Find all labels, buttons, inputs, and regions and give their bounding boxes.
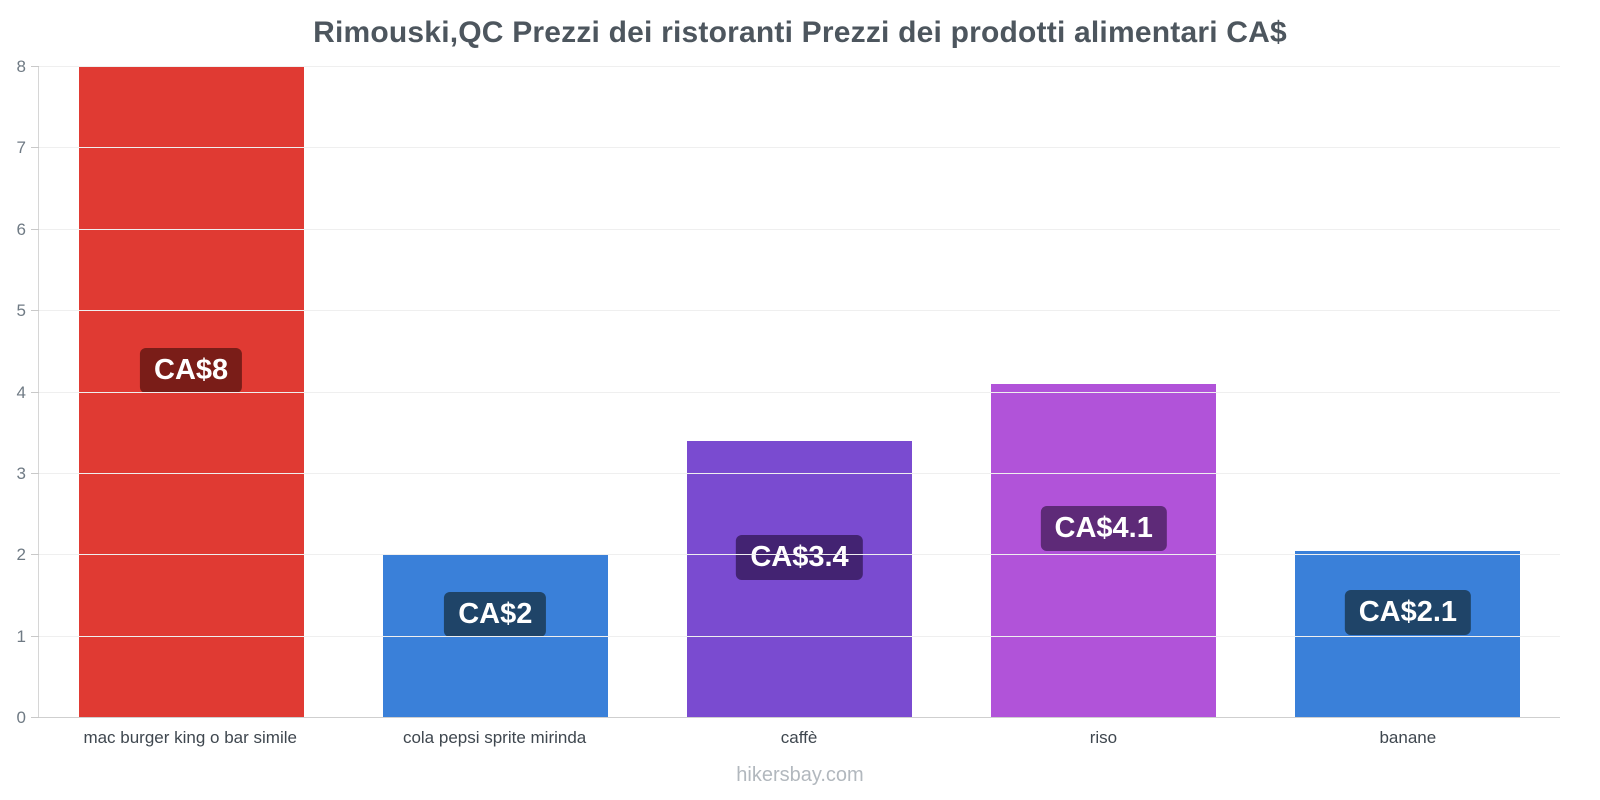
y-tick-label: 6 <box>16 219 26 239</box>
x-category-label: riso <box>1089 728 1118 747</box>
gridline <box>39 310 1560 312</box>
bars-row: CA$8 CA$2 CA$3.4 CA$4.1 CA$2.1 <box>39 67 1560 718</box>
y-tick-mark <box>31 391 39 393</box>
gridline <box>39 472 1560 474</box>
x-category-label: banane <box>1379 728 1437 747</box>
y-tick-label: 7 <box>16 138 26 158</box>
y-tick-mark <box>31 472 39 474</box>
bar-column: CA$3.4 <box>647 67 951 718</box>
y-tick-mark <box>31 635 39 637</box>
bar-3: CA$3.4 <box>686 441 913 718</box>
bar-value-label: CA$3.4 <box>736 534 863 580</box>
plot-area: CA$8 CA$2 CA$3.4 CA$4.1 CA$2.1 <box>31 66 1560 718</box>
x-axis-labels: mac burger king o bar simile cola pepsi s… <box>38 728 1560 748</box>
y-tick-mark <box>31 717 39 718</box>
bar-column: CA$8 <box>39 67 343 718</box>
y-tick-mark <box>31 228 39 230</box>
x-category-label: cola pepsi sprite mirinda <box>402 728 587 747</box>
y-tick-mark <box>31 66 39 67</box>
y-axis: 0 1 2 3 4 5 6 7 8 <box>0 57 32 727</box>
gridline <box>39 717 1560 718</box>
y-tick-mark <box>31 554 39 556</box>
y-tick-label: 3 <box>16 463 26 483</box>
bar-column: CA$2.1 <box>1256 67 1560 718</box>
bar-value-label: CA$2 <box>444 591 547 637</box>
y-tick-label: 8 <box>16 57 26 76</box>
bar-5: CA$2.1 <box>1295 551 1521 718</box>
y-tick-label: 5 <box>16 301 26 321</box>
bar-value-label: CA$4.1 <box>1040 506 1167 552</box>
footer-watermark: hikersbay.com <box>736 764 864 786</box>
gridline <box>39 228 1560 230</box>
x-category-label: caffè <box>780 728 818 747</box>
y-tick-mark <box>31 310 39 312</box>
x-category-label: mac burger king o bar simile <box>83 728 297 747</box>
gridline <box>39 554 1560 556</box>
bar-column: CA$4.1 <box>952 67 1256 718</box>
chart-title: Rimouski,QC Prezzi dei ristoranti Prezzi… <box>313 16 1287 49</box>
y-tick-label: 1 <box>16 626 26 646</box>
gridline <box>39 147 1560 149</box>
bar-2: CA$2 <box>382 555 608 718</box>
gridline <box>39 66 1560 67</box>
bar-value-label: CA$8 <box>140 347 243 393</box>
bar-column: CA$2 <box>343 67 647 718</box>
gridline <box>39 391 1560 393</box>
bar-1: CA$8 <box>78 67 304 718</box>
y-tick-mark <box>31 147 39 149</box>
bar-value-label: CA$2.1 <box>1344 589 1472 635</box>
y-tick-label: 4 <box>16 382 26 402</box>
y-tick-label: 0 <box>16 708 26 727</box>
y-tick-label: 2 <box>16 545 26 565</box>
bar-4: CA$4.1 <box>991 384 1217 718</box>
gridline <box>39 635 1560 637</box>
